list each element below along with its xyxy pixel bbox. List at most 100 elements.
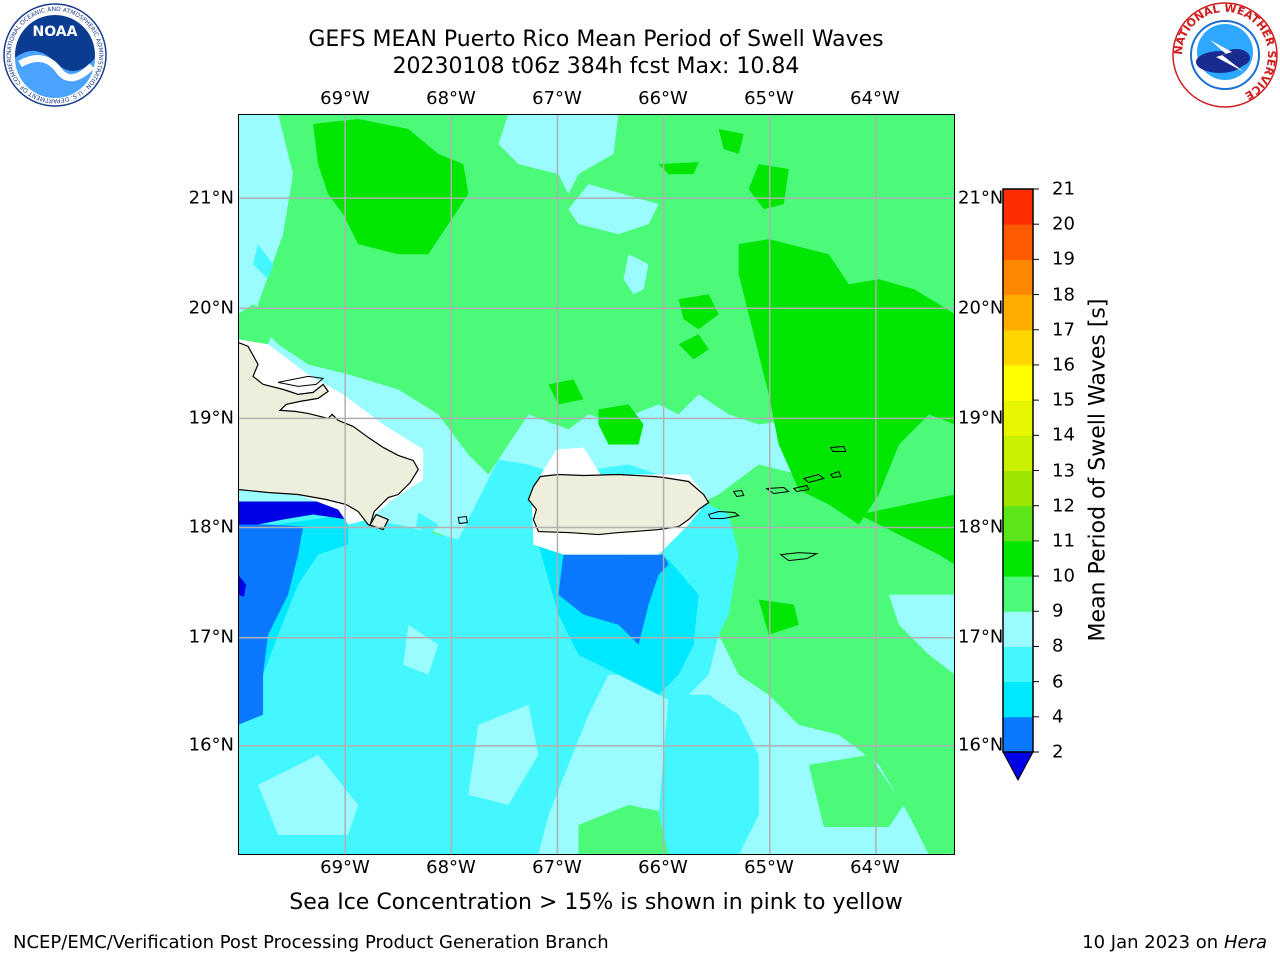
contour-8-9s xyxy=(498,114,619,195)
lon-label-bottom: 66°W xyxy=(638,857,688,878)
coastline xyxy=(277,375,325,387)
colorbar-cell xyxy=(1003,224,1033,260)
colorbar-cell xyxy=(1003,189,1033,225)
lon-label-bottom: 69°W xyxy=(320,857,370,878)
generation-date-text: 10 Jan 2023 on xyxy=(1082,932,1219,953)
map-title: GEFS MEAN Puerto Rico Mean Period of Swe… xyxy=(308,27,884,52)
colorbar-cell xyxy=(1003,329,1033,366)
lat-label-left: 21°N xyxy=(188,187,234,209)
contour-below-2s xyxy=(238,574,247,597)
island-outline xyxy=(830,470,842,479)
lat-label-right: 18°N xyxy=(958,516,1004,538)
map-frame xyxy=(238,114,955,855)
hispaniola-land xyxy=(238,341,419,531)
lat-label-right: 20°N xyxy=(958,297,1004,319)
lat-label-right: 16°N xyxy=(958,734,1004,756)
contour-6-8s xyxy=(658,694,759,855)
contour-6-8s xyxy=(416,512,439,535)
colorbar-tick-label: 15 xyxy=(1052,389,1075,411)
lon-label-bottom: 67°W xyxy=(532,857,582,878)
contour-below-2s xyxy=(238,501,349,525)
colorbar-tick-label: 10 xyxy=(1052,565,1075,587)
contour-8-9s xyxy=(888,594,955,675)
colorbar-cell xyxy=(1003,294,1033,331)
colorbar-cell xyxy=(1003,259,1033,296)
island-outline xyxy=(792,484,810,493)
colorbar-tick-label: 11 xyxy=(1052,530,1075,552)
colorbar xyxy=(1002,188,1039,782)
producer-credit: NCEP/EMC/Verification Post Processing Pr… xyxy=(13,932,609,953)
lon-label-bottom: 65°W xyxy=(744,857,794,878)
contour-9-10s xyxy=(238,304,279,350)
colorbar-cell xyxy=(1003,364,1033,401)
colorbar-tick-label: 2 xyxy=(1052,741,1064,763)
colorbar-cell xyxy=(1003,470,1033,507)
map-panel xyxy=(238,114,955,855)
swell-period-field xyxy=(238,114,955,855)
colorbar-tick-label: 16 xyxy=(1052,354,1075,376)
lon-label-top: 65°W xyxy=(744,88,794,109)
contour-8-9s xyxy=(468,704,539,805)
island-outline xyxy=(802,473,825,484)
nws-logo: NATIONAL WEATHER SERVICE xyxy=(1172,2,1278,108)
contour-8-9s xyxy=(623,254,649,295)
contour-2-4s xyxy=(558,554,669,645)
noaa-logo-letters: NOAA xyxy=(33,24,78,40)
island-outline xyxy=(765,486,790,495)
noaa-logo: NOAA NATIONAL OCEANIC AND ATMOSPHERIC AD… xyxy=(0,0,107,107)
lon-label-top: 66°W xyxy=(638,88,688,109)
contour-2-4s xyxy=(238,524,304,725)
contour-10-11s xyxy=(678,294,719,330)
lat-label-right: 19°N xyxy=(958,407,1004,429)
colorbar-tick-label: 4 xyxy=(1052,706,1064,728)
colorbar-tick-label: 19 xyxy=(1052,248,1075,270)
contour-6-8s xyxy=(253,244,274,280)
island-outline xyxy=(830,445,847,452)
colorbar-tick-label: 17 xyxy=(1052,319,1075,341)
lon-label-bottom: 64°W xyxy=(850,857,900,878)
colorbar-cell xyxy=(1003,576,1033,612)
colorbar-tick-label: 6 xyxy=(1052,671,1064,693)
contour-10-11s xyxy=(678,334,709,360)
lat-label-left: 18°N xyxy=(188,516,234,538)
colorbar-tick-label: 20 xyxy=(1052,213,1075,235)
generation-date: 10 Jan 2023 on Hera xyxy=(1082,932,1267,953)
colorbar-label: Mean Period of Swell Waves [s] xyxy=(1085,298,1111,642)
gridlines xyxy=(238,114,955,855)
contour-10-11s xyxy=(858,494,955,565)
lat-label-right: 21°N xyxy=(958,187,1004,209)
contour-10-11s xyxy=(738,239,955,525)
lat-label-left: 20°N xyxy=(188,297,234,319)
colorbar-cell xyxy=(1003,681,1033,718)
island-outline xyxy=(707,511,740,520)
colorbar-tick-label: 14 xyxy=(1052,424,1075,446)
sea-ice-footnote: Sea Ice Concentration > 15% is shown in … xyxy=(289,890,903,915)
contour-10-11s xyxy=(718,129,744,155)
lon-label-top: 64°W xyxy=(850,88,900,109)
lon-label-top: 69°W xyxy=(320,88,370,109)
island-outline xyxy=(732,489,745,498)
colorbar-cell xyxy=(1003,435,1033,471)
colorbar-under-arrow xyxy=(1002,751,1034,782)
colorbar-tick-label: 21 xyxy=(1052,178,1075,200)
colorbar-tick-label: 13 xyxy=(1052,460,1075,481)
island-outline xyxy=(779,552,819,562)
contour-8-9s xyxy=(258,754,359,835)
colorbar-cell xyxy=(1003,505,1033,542)
host-name: Hera xyxy=(1223,932,1267,953)
colorbar-tick-label: 8 xyxy=(1052,635,1064,657)
island-outline xyxy=(457,515,468,525)
lon-label-top: 68°W xyxy=(426,88,476,109)
colorbar-cell xyxy=(1003,716,1033,753)
colorbar-cell xyxy=(1003,540,1033,577)
colorbar-cell xyxy=(1003,611,1033,647)
colorbar-cell xyxy=(1003,646,1033,683)
contour-10-11s xyxy=(313,119,469,255)
contour-10-11s xyxy=(598,404,644,445)
contour-10-11s xyxy=(658,162,699,175)
contour-9-10s xyxy=(808,754,904,827)
colorbar-tick-label: 9 xyxy=(1052,600,1064,622)
lon-label-bottom: 68°W xyxy=(426,857,476,878)
map-subtitle: 20230108 t06z 384h fcst Max: 10.84 xyxy=(392,54,800,79)
lat-label-left: 16°N xyxy=(188,734,234,756)
